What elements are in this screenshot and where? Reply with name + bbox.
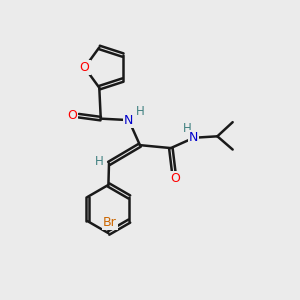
Text: H: H — [136, 105, 144, 119]
Text: H: H — [95, 155, 104, 168]
Text: N: N — [189, 131, 199, 144]
Text: O: O — [80, 61, 90, 74]
Text: N: N — [124, 114, 134, 127]
Text: Br: Br — [103, 216, 117, 229]
Text: O: O — [170, 172, 180, 185]
Text: O: O — [67, 109, 77, 122]
Text: H: H — [183, 122, 192, 135]
